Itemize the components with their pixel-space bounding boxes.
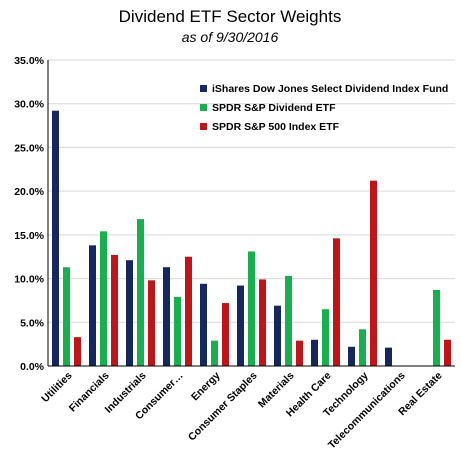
bar-3: [148, 280, 155, 366]
bar-2: [100, 231, 107, 366]
chart-subtitle: as of 9/30/2016: [182, 29, 279, 45]
bar-3: [444, 339, 451, 366]
bar-2: [211, 340, 218, 366]
legend-label: SPDR S&P Dividend ETF: [212, 102, 336, 114]
bar-2: [285, 275, 292, 366]
y-tick-label: 30.0%: [14, 99, 44, 111]
y-tick-label: 20.0%: [14, 186, 44, 198]
bar-1: [126, 260, 133, 366]
legend-swatch: [200, 123, 207, 130]
bar-1: [89, 245, 96, 366]
bar-3: [111, 254, 118, 366]
bar-3: [370, 180, 377, 366]
bar-2: [359, 329, 366, 366]
legend-swatch: [200, 104, 207, 111]
y-tick-label: 25.0%: [14, 142, 44, 154]
legend-label: iShares Dow Jones Select Dividend Index …: [212, 83, 448, 95]
bar-3: [296, 340, 303, 366]
bar-1: [163, 267, 170, 366]
y-tick-label: 35.0%: [14, 55, 44, 67]
bar-3: [333, 238, 340, 366]
y-tick-label: 10.0%: [14, 274, 44, 286]
y-tick-label: 0.0%: [20, 361, 45, 373]
bar-1: [274, 305, 281, 366]
x-tick-label: Utilities: [39, 370, 74, 405]
bar-1: [311, 339, 318, 366]
bar-1: [52, 110, 59, 366]
bar-3: [259, 279, 266, 366]
bar-3: [185, 256, 192, 366]
chart-title: Dividend ETF Sector Weights: [119, 7, 342, 26]
x-tick-label: Consumer Staples: [186, 370, 260, 444]
bar-3: [222, 303, 229, 366]
legend: iShares Dow Jones Select Dividend Index …: [200, 83, 448, 133]
bar-1: [200, 283, 207, 366]
bar-2: [433, 289, 440, 366]
bar-1: [348, 346, 355, 366]
bar-3: [74, 337, 81, 366]
y-tick-label: 15.0%: [14, 230, 44, 242]
bar-1: [237, 285, 244, 366]
bars: [52, 110, 451, 366]
y-tick-label: 5.0%: [20, 317, 45, 329]
bar-2: [248, 251, 255, 366]
x-tick-label: Energy: [189, 370, 223, 404]
bar-2: [174, 296, 181, 366]
bar-2: [322, 309, 329, 366]
axes: 0.0% 5.0% 10.0% 15.0% 20.0% 25.0% 30.0% 35.0% Ut…: [14, 55, 455, 451]
legend-swatch: [200, 85, 207, 92]
bar-2: [137, 219, 144, 366]
legend-label: SPDR S&P 500 Index ETF: [212, 121, 340, 133]
bar-1: [385, 347, 392, 366]
bar-2: [63, 267, 70, 366]
